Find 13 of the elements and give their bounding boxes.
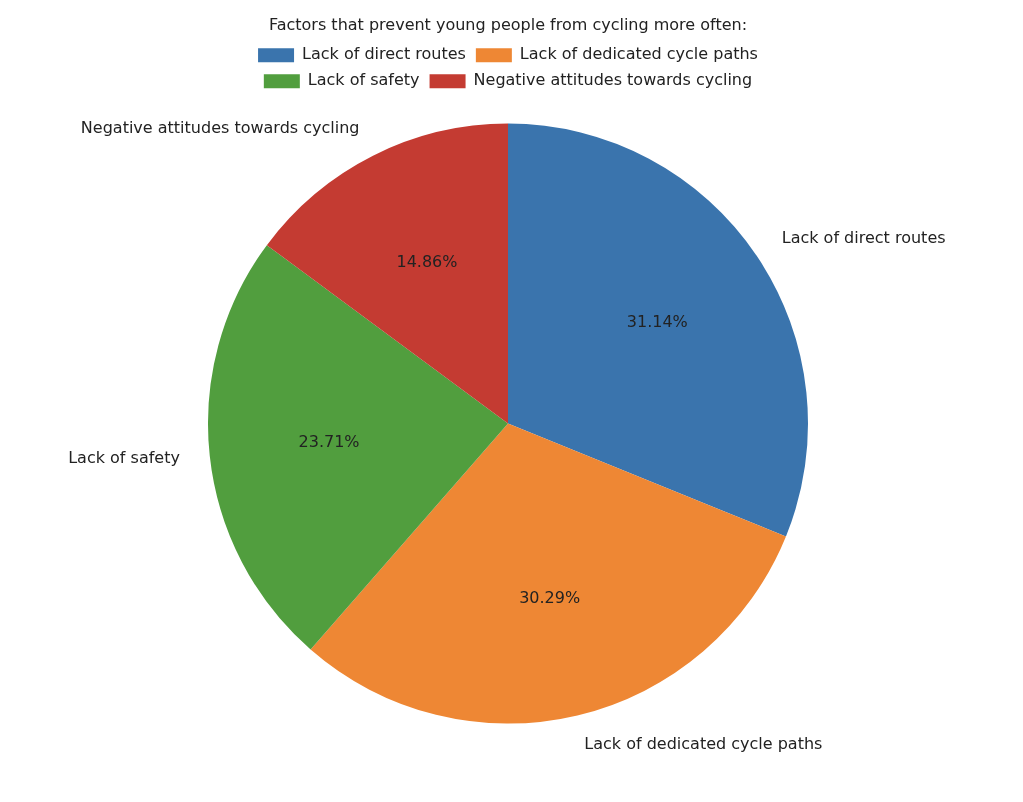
legend-label: Lack of direct routes: [302, 44, 466, 64]
legend-label: Lack of dedicated cycle paths: [519, 44, 758, 64]
slice-label: Negative attitudes towards cycling: [80, 118, 360, 138]
legend-label: Lack of safety: [307, 70, 420, 90]
data-label: 14.86%: [396, 252, 458, 272]
legend-label: Negative attitudes towards cycling: [473, 70, 753, 90]
slice-label: Lack of dedicated cycle paths: [584, 733, 823, 753]
slice-label: Lack of direct routes: [781, 228, 946, 248]
data-label: 31.14%: [626, 312, 688, 332]
slice-label: Lack of safety: [68, 448, 180, 468]
data-label: 30.29%: [519, 587, 581, 607]
legend-title: Factors that prevent young people from cycling more often:: [268, 15, 748, 35]
data-label: 23.71%: [298, 432, 360, 452]
